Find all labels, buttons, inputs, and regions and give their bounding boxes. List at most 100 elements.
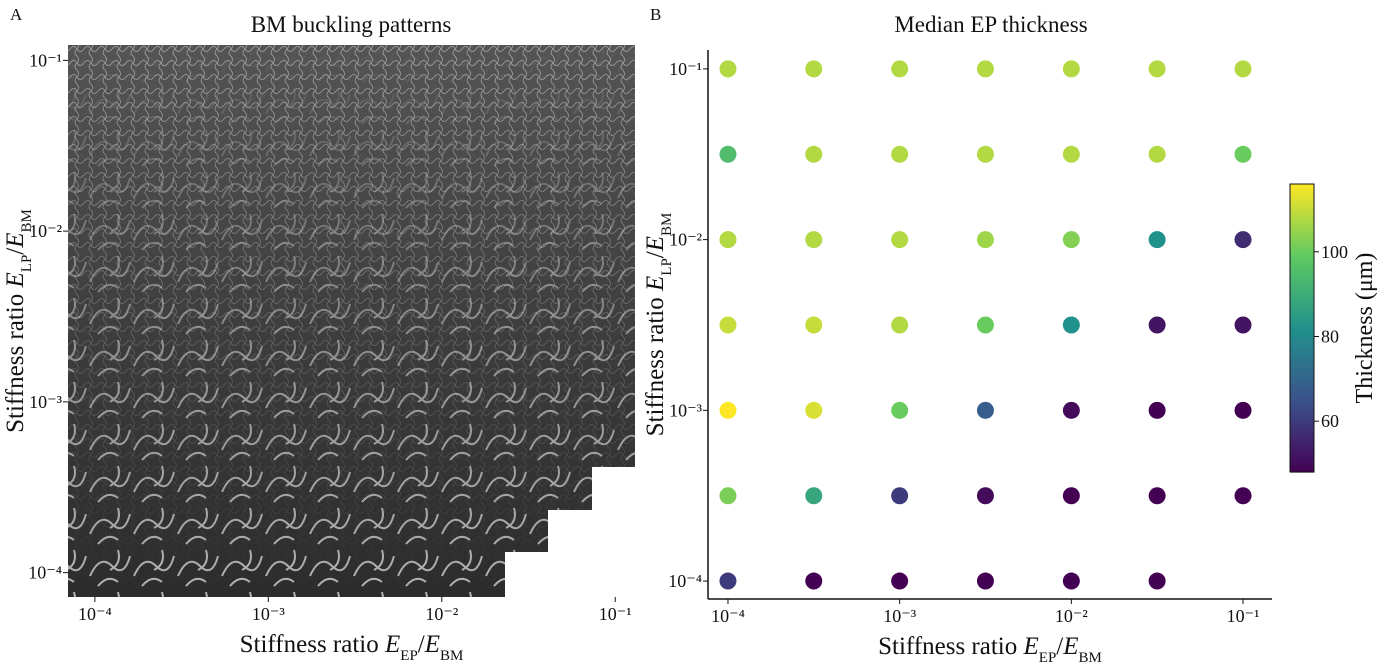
point bbox=[1148, 572, 1166, 590]
label-part: E bbox=[384, 631, 400, 658]
colorbar-segment bbox=[1290, 457, 1314, 462]
colorbar-segment bbox=[1290, 184, 1314, 189]
colorbar-segment bbox=[1290, 338, 1314, 343]
x-tick-label: 10⁻⁴ bbox=[78, 604, 112, 624]
colorbar-segment bbox=[1290, 295, 1314, 300]
y-tick-label: 10⁻⁴ bbox=[668, 571, 702, 591]
panel-label: B bbox=[650, 5, 661, 24]
point bbox=[891, 572, 909, 590]
colorbar-segment bbox=[1290, 209, 1314, 214]
label-part: BM bbox=[19, 209, 35, 232]
point bbox=[1234, 487, 1252, 505]
label-part: / bbox=[1056, 633, 1063, 660]
colorbar-segment bbox=[1290, 234, 1314, 239]
y-tick-label: 10⁻⁴ bbox=[28, 563, 62, 583]
colorbar-segment bbox=[1290, 468, 1314, 473]
label-part: E bbox=[1023, 633, 1039, 660]
point bbox=[719, 231, 737, 249]
colorbar-segment bbox=[1290, 223, 1314, 228]
colorbar-segment bbox=[1290, 263, 1314, 268]
colorbar-segment bbox=[1290, 227, 1314, 232]
colorbar-segment bbox=[1290, 461, 1314, 466]
colorbar-segment bbox=[1290, 367, 1314, 372]
label-part: BM bbox=[659, 213, 675, 236]
colorbar-segment bbox=[1290, 389, 1314, 394]
point bbox=[805, 60, 823, 78]
colorbar-segment bbox=[1290, 274, 1314, 279]
colorbar-segment bbox=[1290, 205, 1314, 210]
label-part: Stiffness ratio bbox=[240, 631, 385, 658]
colorbar-segment bbox=[1290, 313, 1314, 318]
colorbar-segment bbox=[1290, 400, 1314, 405]
colorbar-segment bbox=[1290, 436, 1314, 441]
colorbar-segment bbox=[1290, 410, 1314, 415]
colorbar-segment bbox=[1290, 230, 1314, 235]
colorbar-segment bbox=[1290, 371, 1314, 376]
colorbar-segment bbox=[1290, 241, 1314, 246]
panel-label: A bbox=[10, 5, 23, 24]
y-tick-label: 10⁻³ bbox=[29, 392, 63, 412]
colorbar-segment bbox=[1290, 392, 1314, 397]
colorbar-tick-label: 80 bbox=[1321, 326, 1339, 346]
point bbox=[1234, 145, 1252, 163]
point bbox=[1148, 487, 1166, 505]
colorbar-segment bbox=[1290, 425, 1314, 430]
colorbar-segment bbox=[1290, 403, 1314, 408]
colorbar-segment bbox=[1290, 346, 1314, 351]
colorbar-segment bbox=[1290, 187, 1314, 192]
colorbar-segment bbox=[1290, 259, 1314, 264]
point bbox=[976, 487, 994, 505]
label-part: E bbox=[2, 272, 29, 288]
colorbar-segment bbox=[1290, 439, 1314, 444]
label-part: LP bbox=[19, 255, 35, 273]
label-part: Stiffness ratio bbox=[878, 633, 1023, 660]
colorbar-segment bbox=[1290, 216, 1314, 221]
point bbox=[976, 60, 994, 78]
y-axis-label: Stiffness ratio ELP/EBM bbox=[642, 213, 675, 437]
colorbar-segment bbox=[1290, 421, 1314, 426]
x-tick-label: 10⁻³ bbox=[252, 604, 286, 624]
label-part: E bbox=[642, 276, 669, 292]
point bbox=[1148, 316, 1166, 334]
x-tick-label: 10⁻² bbox=[1055, 606, 1088, 626]
label-part: / bbox=[2, 248, 29, 255]
point bbox=[719, 316, 737, 334]
colorbar-tick-label: 100 bbox=[1321, 242, 1348, 262]
label-part: / bbox=[642, 251, 669, 258]
colorbar-segment bbox=[1290, 320, 1314, 325]
point bbox=[1234, 231, 1252, 249]
x-tick-label: 10⁻¹ bbox=[599, 604, 632, 624]
colorbar-label: Thickness (μm) bbox=[1352, 253, 1378, 404]
label-part: Stiffness ratio bbox=[2, 288, 29, 433]
colorbar-segment bbox=[1290, 356, 1314, 361]
point bbox=[805, 231, 823, 249]
colorbar-frame bbox=[1289, 183, 1315, 473]
x-tick-label: 10⁻³ bbox=[883, 606, 917, 626]
y-tick-label: 10⁻² bbox=[29, 221, 62, 241]
point bbox=[1234, 60, 1252, 78]
colorbar-segment bbox=[1290, 284, 1314, 289]
point bbox=[891, 401, 909, 419]
y-axis-label: Stiffness ratio ELP/EBM bbox=[2, 209, 35, 433]
x-tick-label: 10⁻² bbox=[425, 604, 458, 624]
point bbox=[891, 231, 909, 249]
colorbar-segment bbox=[1290, 270, 1314, 275]
label-part: LP bbox=[659, 258, 675, 276]
colorbar-segment bbox=[1290, 342, 1314, 347]
point bbox=[976, 231, 994, 249]
x-tick-label: 10⁻⁴ bbox=[711, 606, 745, 626]
y-tick-label: 10⁻³ bbox=[669, 400, 703, 420]
point bbox=[1148, 231, 1166, 249]
colorbar-segment bbox=[1290, 191, 1314, 196]
point bbox=[1234, 401, 1252, 419]
point bbox=[805, 401, 823, 419]
x-axis-label: Stiffness ratio EEP/EBM bbox=[878, 633, 1102, 664]
point bbox=[891, 145, 909, 163]
point bbox=[1062, 572, 1080, 590]
point bbox=[891, 487, 909, 505]
point bbox=[891, 60, 909, 78]
label-part: / bbox=[418, 631, 425, 658]
colorbar-segment bbox=[1290, 328, 1314, 333]
x-axis-label: Stiffness ratio EEP/EBM bbox=[240, 631, 464, 664]
